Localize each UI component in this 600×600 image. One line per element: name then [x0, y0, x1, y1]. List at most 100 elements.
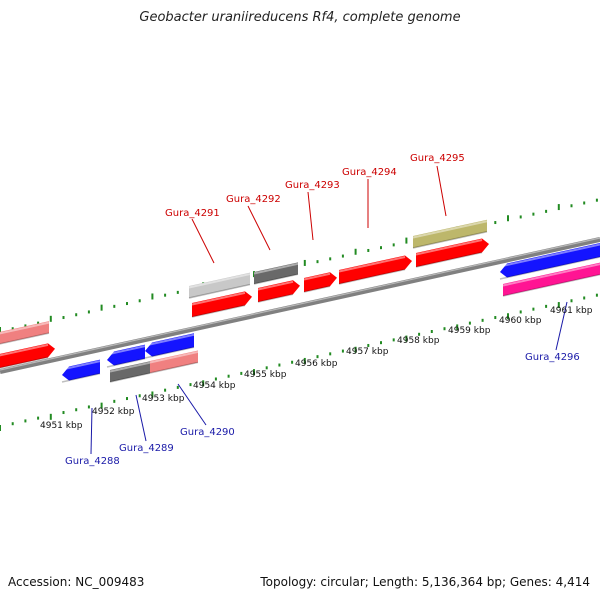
feature-misc-light-shade — [188, 283, 251, 299]
feature-cds-left-shade — [0, 356, 49, 369]
feature-cds-gura-4288-shade — [61, 372, 101, 383]
feature-misc-gray-rev — [109, 361, 151, 383]
gene-label-gura-4290[interactable]: Gura_4290 — [180, 427, 235, 438]
feature-cds-gura-4295 — [415, 238, 489, 268]
gene-label-gura-4294[interactable]: Gura_4294 — [342, 167, 397, 178]
gene-label-gura-4295[interactable]: Gura_4295 — [410, 153, 465, 164]
feature-cds-gura-4290-shine — [144, 333, 195, 347]
feature-cds-gura-4294-shade — [338, 268, 406, 285]
accession-text: Accession: NC_009483 — [8, 575, 145, 589]
gene-label-gura-4288[interactable]: Gura_4288 — [65, 456, 120, 467]
scale-label-4951: 4951 kbp — [40, 421, 83, 431]
feature-cds-light-left — [0, 321, 50, 345]
feature-cds-gura-4292-shine — [257, 280, 294, 291]
feature-misc-light-shine — [188, 273, 251, 289]
feature-cds-gura-4289-shade — [106, 357, 146, 368]
gene-label-gura-4296[interactable]: Gura_4296 — [525, 352, 580, 363]
feature-cds-gura-4290-shade — [144, 346, 195, 359]
leader-line-2 — [307, 191, 314, 241]
gene-label-gura-4289[interactable]: Gura_4289 — [119, 443, 174, 454]
feature-misc-light — [188, 272, 251, 299]
feature-cds-gura-4289-body — [107, 344, 145, 366]
scale-label-4961: 4961 kbp — [550, 306, 593, 316]
feature-misc-gray-shine — [253, 262, 299, 275]
scale-label-4959: 4959 kbp — [448, 326, 491, 336]
label-leader-lines — [90, 165, 568, 455]
feature-cds-light-left-shine — [0, 321, 50, 335]
feature-misc-gray-shade — [253, 273, 299, 285]
feature-cds-gura-4291-shine — [191, 291, 246, 306]
scale-label-4960: 4960 kbp — [499, 316, 542, 326]
feature-cds-left — [0, 343, 55, 369]
feature-rna-right-shade — [502, 273, 600, 297]
feature-cds-gura-4296 — [499, 243, 600, 280]
feature-misc-gray-body — [254, 262, 298, 284]
leader-line-7 — [177, 383, 207, 426]
scale-label-4957: 4957 kbp — [346, 347, 389, 357]
backbone-line — [0, 237, 600, 374]
map-title: Geobacter uraniireducens Rf4, complete g… — [139, 10, 461, 25]
feature-cds-gura-4291-body — [192, 291, 252, 317]
feature-cds-gura-4293-body — [304, 272, 337, 292]
feature-cds-gura-4296-shade — [499, 256, 600, 280]
feature-misc-gray-rev-body — [110, 361, 150, 382]
feature-misc-khaki-body — [413, 219, 487, 248]
leader-line-1 — [247, 205, 271, 251]
backbone-highlight — [0, 237, 600, 371]
feature-rna-right-shine — [502, 263, 600, 287]
feature-misc-khaki-shine — [412, 220, 488, 239]
feature-cds-light-rev-shine — [149, 350, 199, 364]
scale-label-4954: 4954 kbp — [193, 381, 236, 391]
feature-cds-gura-4293 — [303, 272, 337, 293]
feature-cds-gura-4291-shade — [191, 304, 246, 318]
gene-label-gura-4292[interactable]: Gura_4292 — [226, 194, 281, 205]
leader-line-5 — [90, 407, 93, 455]
feature-cds-left-body — [0, 343, 55, 368]
feature-cds-gura-4295-shade — [415, 251, 483, 268]
feature-cds-gura-4293-shine — [303, 272, 331, 281]
feature-cds-light-left-body — [0, 321, 49, 344]
feature-cds-gura-4293-shade — [303, 285, 331, 293]
feature-cds-gura-4288 — [61, 359, 101, 383]
scale-label-4953: 4953 kbp — [142, 394, 185, 404]
feature-cds-gura-4288-body — [62, 359, 100, 381]
feature-cds-gura-4294-body — [339, 255, 412, 284]
scale-label-4955: 4955 kbp — [244, 370, 287, 380]
leader-line-4 — [436, 165, 447, 217]
feature-misc-khaki-shade — [412, 230, 488, 249]
feature-cds-gura-4296-shine — [499, 243, 600, 268]
feature-cds-gura-4296-body — [500, 243, 600, 278]
feature-cds-light-rev-shade — [149, 361, 199, 374]
scale-ticks — [0, 198, 598, 431]
feature-cds-light-rev — [149, 350, 199, 374]
feature-cds-gura-4292-body — [258, 280, 300, 302]
feature-cds-gura-4289-shine — [106, 345, 146, 356]
feature-cds-gura-4290 — [144, 333, 195, 359]
topology-text: Topology: circular; Length: 5,136,364 bp… — [260, 575, 590, 589]
feature-cds-light-left-shade — [0, 332, 50, 345]
feature-cds-gura-4291 — [191, 291, 252, 318]
leader-line-8 — [555, 301, 568, 351]
feature-misc-gray — [253, 262, 299, 285]
gene-label-gura-4293[interactable]: Gura_4293 — [285, 180, 340, 191]
gene-label-gura-4291[interactable]: Gura_4291 — [165, 208, 220, 219]
genome-backbone — [0, 237, 600, 374]
feature-rna-right — [502, 262, 600, 297]
feature-cds-gura-4294 — [338, 255, 412, 285]
feature-misc-gray-rev-shine — [109, 361, 151, 373]
scale-label-4958: 4958 kbp — [397, 336, 440, 346]
feature-cds-gura-4290-body — [145, 333, 194, 357]
gene-features — [0, 219, 600, 383]
feature-misc-khaki — [412, 219, 488, 249]
feature-cds-light-rev-body — [150, 350, 198, 373]
feature-cds-gura-4295-body — [416, 238, 489, 267]
feature-cds-gura-4292 — [257, 280, 300, 303]
leader-line-6 — [135, 394, 147, 442]
feature-cds-gura-4295-shine — [415, 239, 483, 256]
feature-rna-right-body — [503, 262, 600, 296]
feature-misc-light-body — [189, 272, 250, 298]
leader-line-0 — [191, 218, 215, 264]
feature-misc-gray-rev-shade — [109, 372, 151, 383]
scale-label-4956: 4956 kbp — [295, 359, 338, 369]
